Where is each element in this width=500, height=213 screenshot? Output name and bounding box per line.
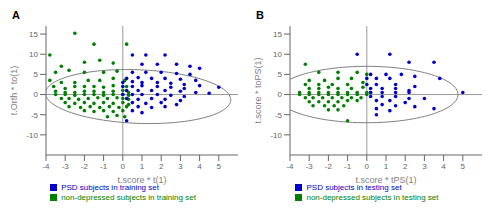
- svg-text:1: 1: [140, 162, 145, 171]
- svg-text:4: 4: [197, 162, 202, 171]
- svg-text:15: 15: [29, 30, 38, 39]
- svg-text:4: 4: [441, 162, 446, 171]
- svg-text:-4: -4: [286, 162, 294, 171]
- svg-text:3: 3: [422, 162, 427, 171]
- svg-text:15: 15: [273, 30, 282, 39]
- svg-text:t.score * toPS(1): t.score * toPS(1): [253, 57, 263, 123]
- svg-text:-1: -1: [344, 162, 352, 171]
- svg-text:-1: -1: [100, 162, 108, 171]
- svg-text:-2: -2: [325, 162, 333, 171]
- svg-text:-10: -10: [270, 131, 282, 140]
- html-text:non-depressed subjects in test: non-depressed subjects in testing set: [306, 193, 439, 202]
- svg-text:3: 3: [178, 162, 183, 171]
- svg-text:0: 0: [34, 90, 39, 99]
- svg-text:t.score * t(1): t.score * t(1): [117, 175, 166, 185]
- svg-text:1: 1: [384, 162, 389, 171]
- svg-text:-2: -2: [81, 162, 89, 171]
- svg-text:t.score * tPS(1): t.score * tPS(1): [355, 175, 416, 185]
- svg-text:t.Orth * to(1): t.Orth * to(1): [9, 66, 19, 116]
- html-text:A: A: [12, 9, 20, 21]
- html-text:PSD subjects in testing set: PSD subjects in testing set: [306, 183, 402, 192]
- html-text:non-depressed subjects in trai: non-depressed subjects in training set: [61, 193, 196, 202]
- svg-text:10: 10: [29, 50, 38, 59]
- svg-text:2: 2: [159, 162, 164, 171]
- svg-text:-5: -5: [275, 111, 283, 120]
- svg-text:10: 10: [273, 50, 282, 59]
- svg-text:0: 0: [278, 90, 283, 99]
- svg-text:-3: -3: [62, 162, 70, 171]
- svg-text:-5: -5: [31, 111, 39, 120]
- html-text:PSD subjects in training set: PSD subjects in training set: [61, 183, 159, 192]
- svg-text:0: 0: [365, 162, 370, 171]
- svg-text:5: 5: [34, 70, 39, 79]
- svg-text:2: 2: [403, 162, 408, 171]
- svg-text:5: 5: [278, 70, 283, 79]
- svg-text:-3: -3: [306, 162, 314, 171]
- svg-text:5: 5: [217, 162, 222, 171]
- svg-text:0: 0: [121, 162, 126, 171]
- svg-text:-4: -4: [42, 162, 50, 171]
- html-text:B: B: [256, 9, 264, 21]
- svg-text:5: 5: [461, 162, 466, 171]
- svg-text:-10: -10: [26, 131, 38, 140]
